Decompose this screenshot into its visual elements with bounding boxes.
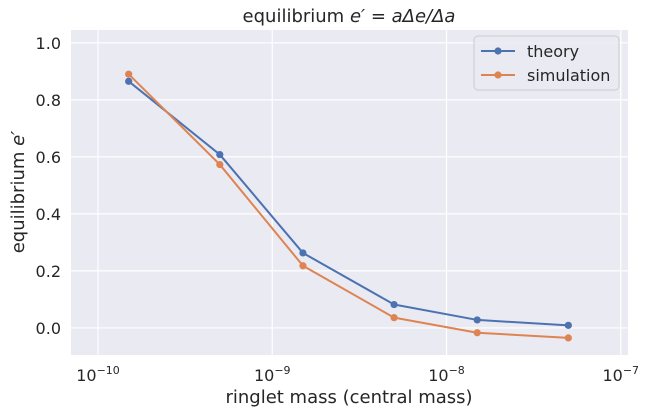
data-point-theory bbox=[125, 77, 133, 85]
data-point-theory bbox=[390, 300, 398, 309]
series-line-theory bbox=[128, 80, 569, 327]
legend-marker-theory bbox=[494, 47, 502, 55]
grid bbox=[71, 30, 628, 355]
chart-title-plain: equilibrium bbox=[243, 6, 350, 27]
data-point-theory bbox=[473, 316, 481, 324]
legend-marker-simulation bbox=[494, 71, 502, 79]
legend-items: theory simulation bbox=[481, 42, 610, 85]
data-point-simulation bbox=[299, 262, 307, 270]
data-point-theory bbox=[564, 321, 572, 329]
data-point-simulation bbox=[564, 334, 572, 342]
series-simulation bbox=[125, 70, 572, 342]
x-tick-label: 10−9 bbox=[254, 364, 291, 385]
y-tick-label: 1.0 bbox=[36, 34, 61, 53]
y-tick-label: 0.8 bbox=[36, 91, 61, 110]
y-tick-label: 0.4 bbox=[36, 205, 61, 224]
x-tick-labels: 10−10 10−9 10−8 10−7 bbox=[76, 364, 639, 385]
legend-label-simulation: simulation bbox=[527, 66, 610, 85]
y-tick-label: 0.6 bbox=[36, 148, 61, 167]
legend: theory simulation bbox=[473, 35, 620, 91]
data-point-theory bbox=[216, 150, 224, 159]
series-line-simulation bbox=[127, 73, 569, 339]
chart-title: equilibrium e′ = aΔe/Δa bbox=[243, 6, 456, 27]
y-tick-label: 0.0 bbox=[36, 319, 61, 338]
y-axis-label-plain: equilibrium bbox=[8, 146, 29, 253]
data-point-theory bbox=[299, 249, 307, 257]
y-tick-label: 0.2 bbox=[36, 262, 61, 281]
y-tick-labels: 0.0 0.2 0.4 0.6 0.8 1.0 bbox=[36, 34, 61, 338]
y-axis-label: equilibrium e′ bbox=[8, 131, 29, 254]
data-point-simulation bbox=[390, 314, 398, 322]
data-point-simulation bbox=[125, 70, 133, 78]
series-layer bbox=[125, 70, 572, 342]
x-tick-label: 10−7 bbox=[602, 364, 639, 385]
data-point-simulation bbox=[473, 329, 481, 337]
x-tick-label: 10−10 bbox=[76, 364, 120, 385]
legend-box bbox=[473, 35, 620, 91]
series-theory bbox=[125, 77, 572, 329]
legend-label-theory: theory bbox=[527, 42, 579, 61]
chart-title-math: e′ = aΔe/Δa bbox=[350, 6, 456, 27]
x-tick-label: 10−8 bbox=[428, 364, 465, 385]
data-point-simulation bbox=[216, 160, 224, 169]
x-axis-label: ringlet mass (central mass) bbox=[225, 387, 472, 408]
y-axis-label-math: e′ bbox=[8, 131, 29, 146]
